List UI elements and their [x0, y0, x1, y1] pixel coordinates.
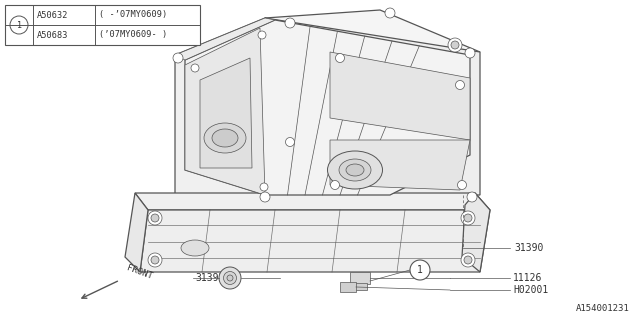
Ellipse shape — [181, 240, 209, 256]
Ellipse shape — [204, 123, 246, 153]
Text: 1: 1 — [417, 265, 423, 275]
Circle shape — [467, 192, 477, 202]
Polygon shape — [330, 140, 470, 190]
Circle shape — [173, 53, 183, 63]
Bar — [340, 282, 356, 292]
Text: H02001: H02001 — [513, 285, 548, 295]
Polygon shape — [140, 210, 490, 272]
Polygon shape — [462, 193, 490, 272]
Circle shape — [465, 48, 475, 58]
Circle shape — [464, 214, 472, 222]
Circle shape — [410, 260, 430, 280]
Circle shape — [461, 253, 475, 267]
Text: 31390: 31390 — [514, 243, 543, 253]
Circle shape — [456, 81, 465, 90]
Polygon shape — [175, 18, 275, 60]
Polygon shape — [185, 28, 265, 195]
Text: A50632: A50632 — [37, 11, 68, 20]
Circle shape — [148, 211, 162, 225]
Bar — [5, 5, 200, 45]
Circle shape — [151, 256, 159, 264]
Bar — [353, 283, 367, 290]
Polygon shape — [175, 18, 365, 195]
Polygon shape — [200, 58, 252, 168]
Circle shape — [335, 53, 344, 62]
Circle shape — [285, 138, 294, 147]
Text: 1: 1 — [17, 20, 22, 29]
Text: 11126: 11126 — [513, 273, 542, 283]
Circle shape — [191, 64, 199, 72]
Polygon shape — [265, 10, 480, 60]
Text: ( -’07MY0609): ( -’07MY0609) — [99, 11, 167, 20]
Circle shape — [227, 275, 233, 281]
Circle shape — [461, 211, 475, 225]
Circle shape — [260, 192, 270, 202]
Circle shape — [258, 31, 266, 39]
Polygon shape — [265, 18, 480, 195]
Text: A50683: A50683 — [37, 30, 68, 39]
Circle shape — [151, 214, 159, 222]
Circle shape — [385, 8, 395, 18]
Circle shape — [451, 41, 459, 49]
Ellipse shape — [328, 151, 383, 189]
Circle shape — [448, 38, 462, 52]
Circle shape — [148, 253, 162, 267]
Ellipse shape — [346, 164, 364, 176]
Polygon shape — [185, 20, 470, 195]
Polygon shape — [135, 193, 490, 210]
Text: FRONT: FRONT — [125, 263, 154, 281]
Circle shape — [285, 18, 295, 28]
Circle shape — [458, 180, 467, 189]
Text: A154001231: A154001231 — [576, 304, 630, 313]
Circle shape — [464, 256, 472, 264]
Ellipse shape — [212, 129, 238, 147]
Ellipse shape — [339, 159, 371, 181]
Polygon shape — [125, 193, 148, 272]
Text: (’07MY0609- ): (’07MY0609- ) — [99, 30, 167, 39]
Circle shape — [223, 271, 237, 284]
Circle shape — [219, 267, 241, 289]
Circle shape — [260, 183, 268, 191]
Bar — [350, 272, 370, 284]
Circle shape — [330, 180, 339, 189]
Text: 31392: 31392 — [195, 273, 225, 283]
Polygon shape — [330, 52, 470, 140]
Circle shape — [10, 16, 28, 34]
